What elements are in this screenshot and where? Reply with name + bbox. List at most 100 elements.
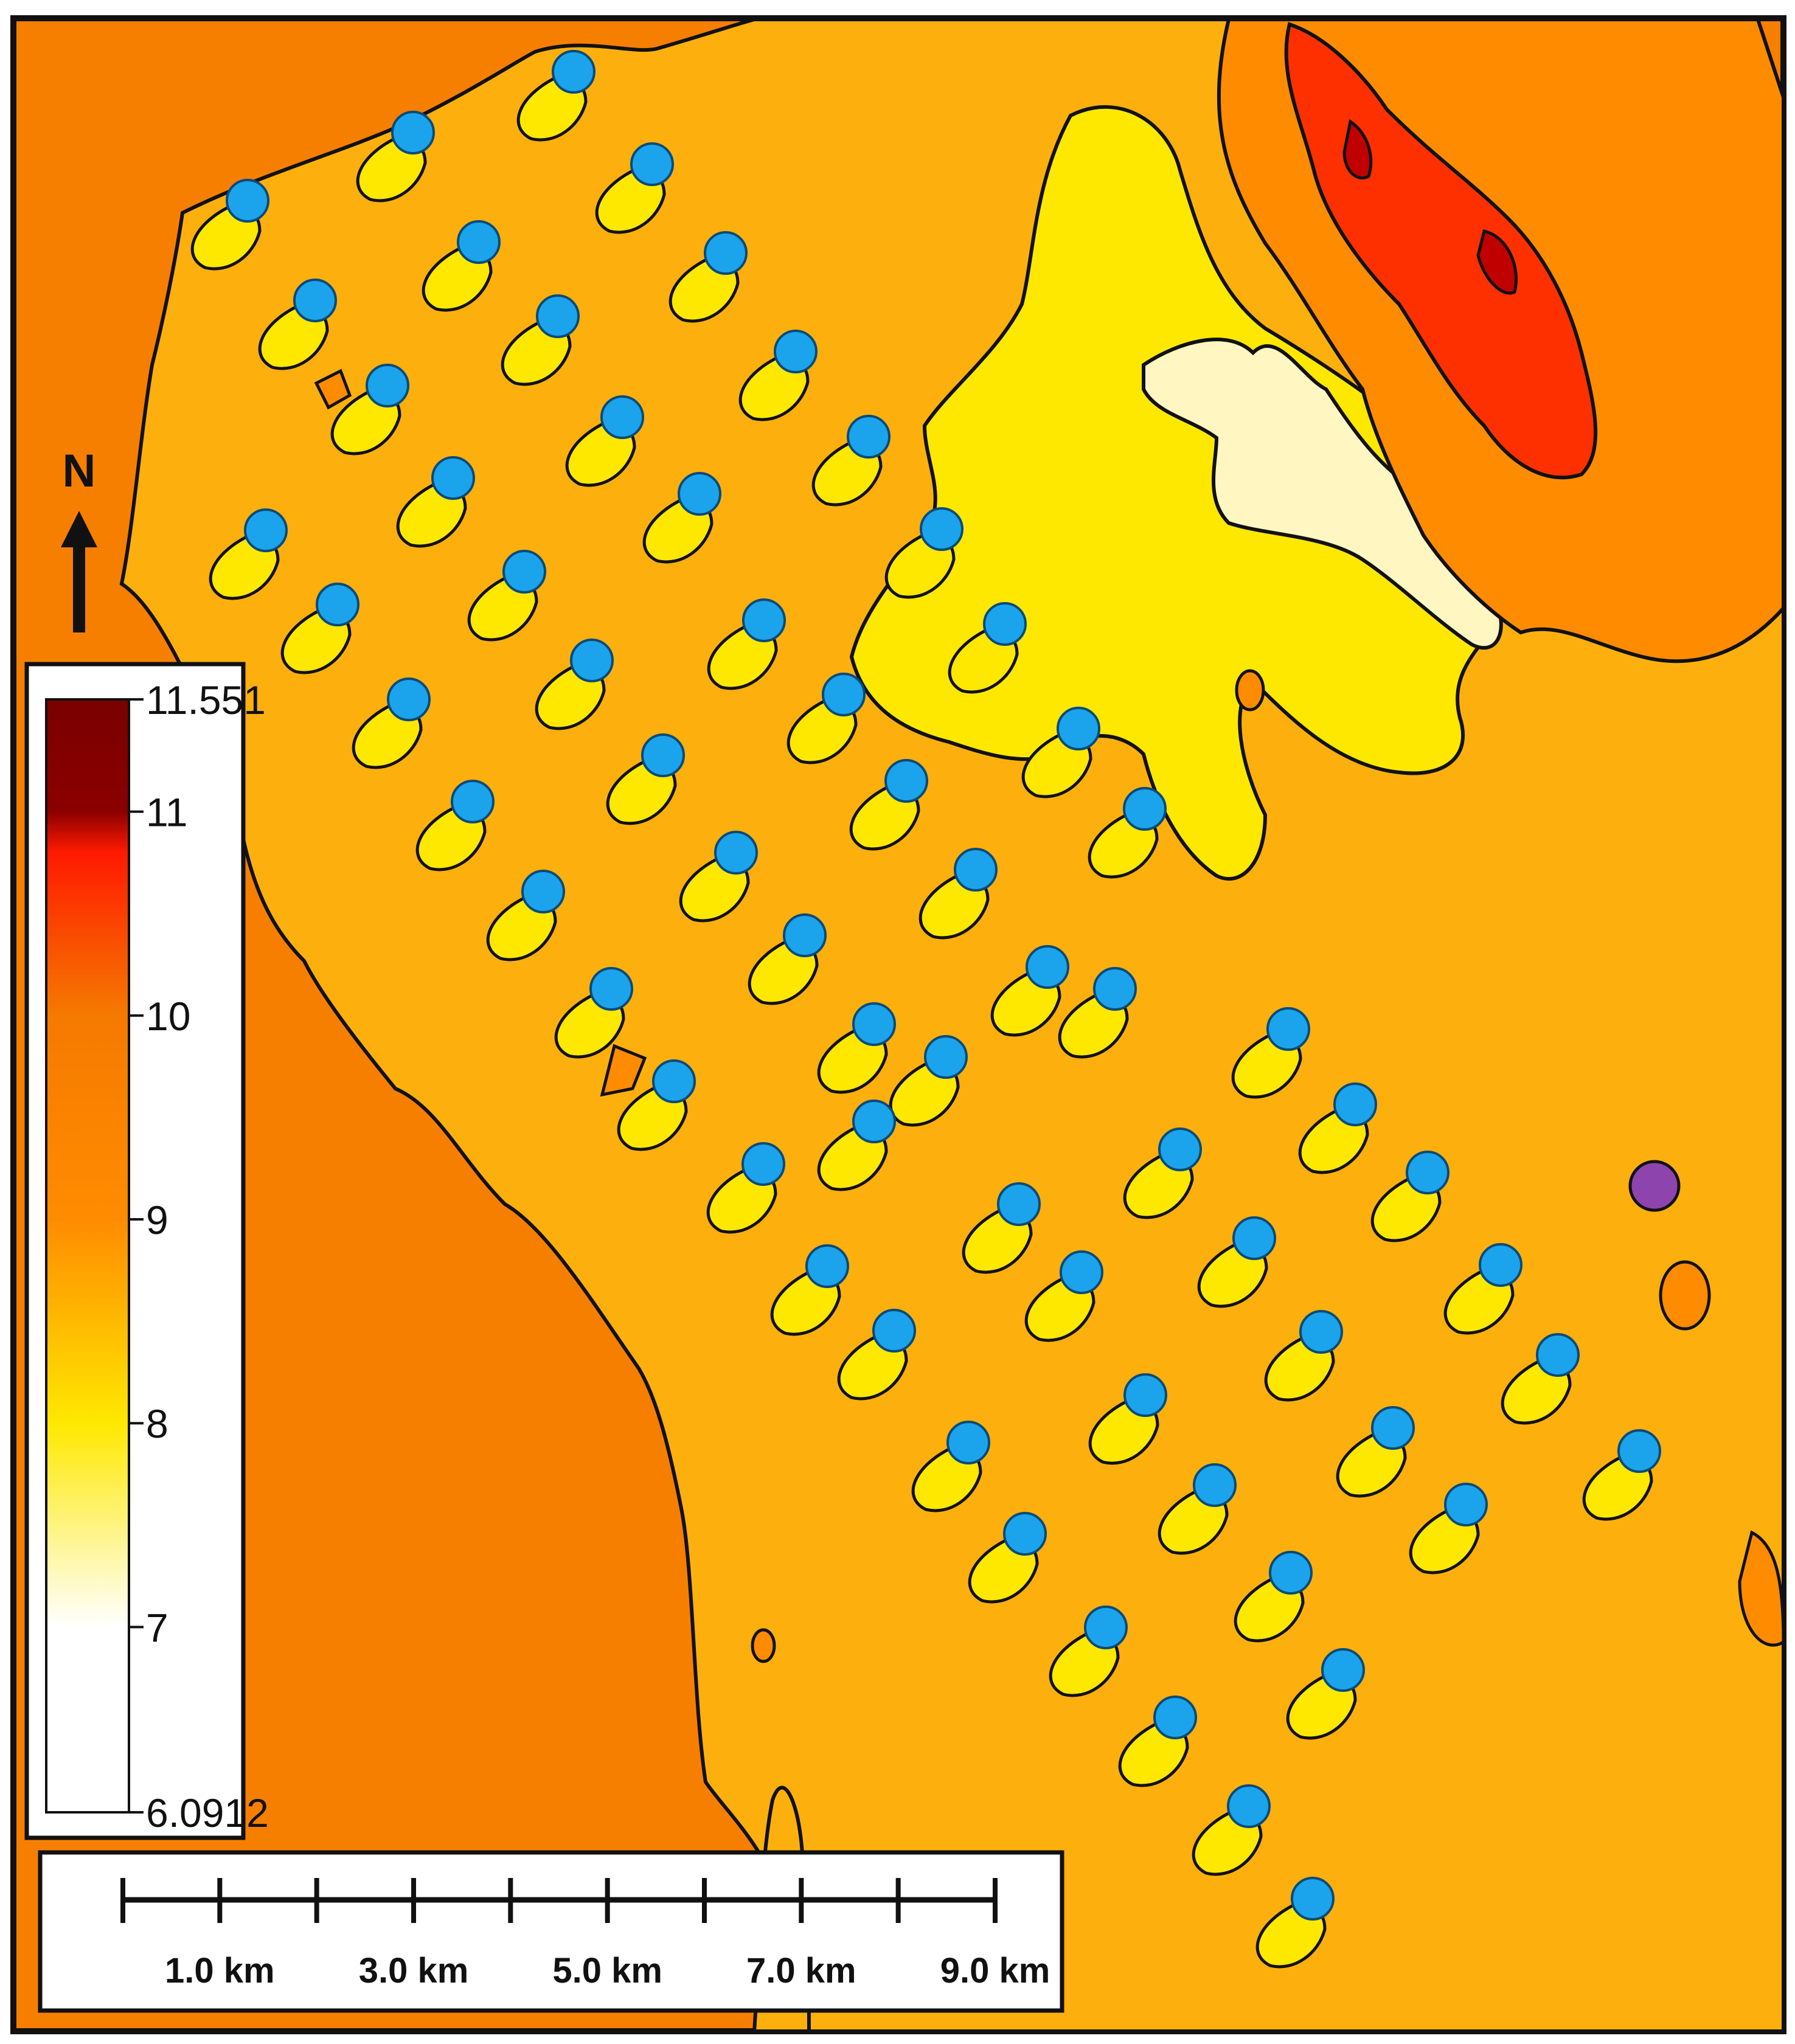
turbine[interactable] (1336, 1406, 1415, 1498)
turbine[interactable] (1231, 1007, 1310, 1099)
turbine-marker-icon[interactable] (1003, 1512, 1047, 1556)
turbine[interactable] (1088, 1373, 1167, 1465)
purple-marker-icon[interactable] (1628, 1160, 1681, 1212)
turbine[interactable] (811, 415, 891, 507)
turbine-marker-icon[interactable] (997, 1182, 1041, 1226)
turbine-marker-icon[interactable] (1084, 1606, 1128, 1649)
turbine[interactable] (770, 1244, 849, 1336)
turbine[interactable] (1024, 1250, 1103, 1342)
turbine-marker-icon[interactable] (387, 677, 431, 721)
turbine-marker-icon[interactable] (391, 111, 435, 154)
turbine-marker-icon[interactable] (704, 231, 748, 275)
turbine-marker-icon[interactable] (954, 848, 998, 892)
turbine[interactable] (1058, 967, 1137, 1059)
turbine[interactable] (1443, 1243, 1522, 1335)
turbine-marker-icon[interactable] (652, 1059, 696, 1103)
turbine[interactable] (1192, 1784, 1271, 1876)
turbine[interactable] (1197, 1216, 1276, 1308)
turbine[interactable] (1264, 1310, 1343, 1402)
turbine-marker-icon[interactable] (847, 415, 891, 459)
turbine[interactable] (786, 673, 866, 764)
turbine[interactable] (486, 870, 565, 961)
turbine[interactable] (706, 1142, 785, 1234)
turbine-marker-icon[interactable] (1232, 1216, 1276, 1260)
turbine-marker-icon[interactable] (552, 50, 595, 94)
turbine-marker-icon[interactable] (678, 472, 721, 516)
turbine-marker-icon[interactable] (630, 142, 674, 186)
turbine-marker-icon[interactable] (521, 870, 565, 913)
turbine-marker-icon[interactable] (924, 1035, 968, 1079)
turbine-marker-icon[interactable] (1299, 1310, 1343, 1354)
turbine-marker-icon[interactable] (1371, 1406, 1415, 1450)
turbine[interactable] (1234, 1551, 1313, 1643)
turbine-marker-icon[interactable] (1158, 1128, 1202, 1171)
turbine[interactable] (554, 967, 633, 1059)
turbine[interactable] (565, 395, 644, 487)
turbine-marker-icon[interactable] (946, 1421, 990, 1464)
turbine[interactable] (817, 1100, 896, 1191)
turbine[interactable] (606, 733, 685, 825)
turbine[interactable] (1409, 1483, 1488, 1575)
turbine[interactable] (516, 50, 595, 142)
turbine-marker-icon[interactable] (884, 759, 928, 803)
turbine-marker-icon[interactable] (1060, 1250, 1103, 1294)
turbine-marker-icon[interactable] (1193, 1463, 1237, 1507)
turbine[interactable] (1582, 1429, 1661, 1521)
turbine[interactable] (884, 507, 963, 599)
turbine-marker-icon[interactable] (1227, 1784, 1271, 1828)
turbine[interactable] (1118, 1696, 1197, 1787)
turbine[interactable] (889, 1035, 968, 1127)
turbine-marker-icon[interactable] (1444, 1483, 1488, 1526)
turbine[interactable] (535, 639, 614, 730)
turbine-marker-icon[interactable] (226, 179, 269, 223)
turbine-marker-icon[interactable] (1479, 1243, 1522, 1287)
turbine[interactable] (258, 279, 337, 370)
turbine-marker-icon[interactable] (316, 583, 359, 626)
turbine[interactable] (1021, 707, 1100, 799)
turbine[interactable] (918, 848, 998, 940)
turbine-marker-icon[interactable] (589, 967, 633, 1011)
turbine-marker-icon[interactable] (1123, 1373, 1167, 1417)
turbine-marker-icon[interactable] (1057, 707, 1100, 750)
turbine[interactable] (679, 831, 758, 923)
turbine-marker-icon[interactable] (852, 1002, 896, 1046)
turbine[interactable] (849, 759, 928, 851)
turbine[interactable] (1298, 1083, 1377, 1174)
turbine[interactable] (467, 550, 546, 642)
turbine-marker-icon[interactable] (641, 733, 685, 777)
turbine[interactable] (356, 111, 435, 203)
turbine[interactable] (668, 231, 748, 323)
turbine-marker-icon[interactable] (741, 1142, 785, 1186)
turbine[interactable] (190, 179, 269, 271)
turbine[interactable] (422, 220, 501, 312)
turbine[interactable] (330, 364, 409, 456)
turbine-marker-icon[interactable] (570, 639, 614, 682)
turbine[interactable] (501, 294, 580, 386)
turbine[interactable] (911, 1421, 990, 1512)
turbine-marker-icon[interactable] (293, 279, 337, 322)
turbine[interactable] (280, 583, 359, 674)
turbine[interactable] (707, 598, 786, 690)
turbine-marker-icon[interactable] (983, 602, 1027, 646)
turbine-marker-icon[interactable] (502, 550, 546, 594)
turbine[interactable] (968, 1512, 1047, 1604)
turbine-marker-icon[interactable] (451, 780, 495, 823)
turbine[interactable] (990, 945, 1069, 1037)
turbine[interactable] (817, 1002, 896, 1094)
turbine[interactable] (738, 330, 818, 421)
turbine[interactable] (1255, 1877, 1335, 1969)
turbine[interactable] (396, 456, 475, 548)
turbine[interactable] (1501, 1333, 1580, 1425)
turbine[interactable] (837, 1309, 916, 1401)
turbine[interactable] (415, 780, 495, 871)
turbine-marker-icon[interactable] (1269, 1551, 1313, 1595)
turbine-marker-icon[interactable] (783, 913, 827, 957)
turbine-marker-icon[interactable] (1291, 1877, 1335, 1921)
turbine[interactable] (642, 472, 721, 564)
turbine-marker-icon[interactable] (1321, 1648, 1365, 1692)
turbine-marker-icon[interactable] (805, 1244, 849, 1288)
turbine-marker-icon[interactable] (920, 507, 963, 551)
turbine-marker-icon[interactable] (600, 395, 644, 439)
turbine-marker-icon[interactable] (1536, 1333, 1580, 1377)
turbine-marker-icon[interactable] (431, 456, 475, 500)
